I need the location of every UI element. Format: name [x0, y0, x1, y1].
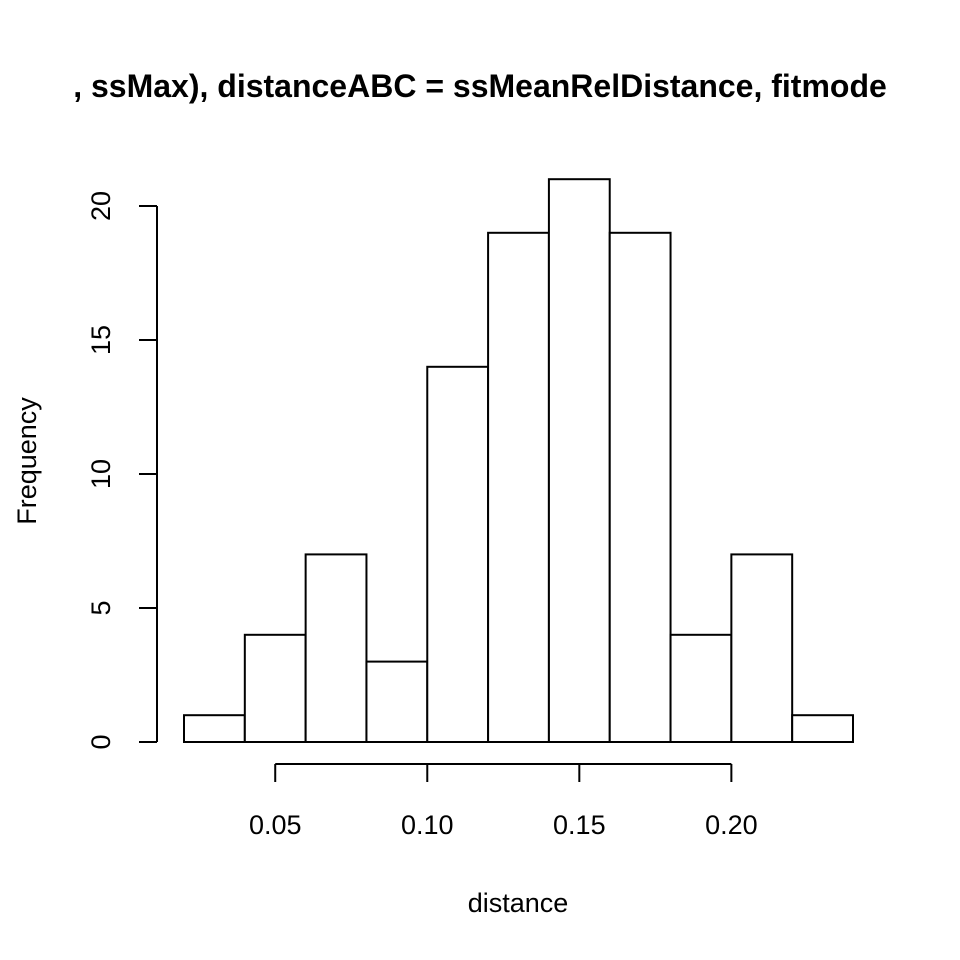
x-tick-label-0: 0.05 [249, 810, 302, 840]
x-tick-label-1: 0.10 [401, 810, 454, 840]
histogram-bar-6 [547, 178, 611, 743]
histogram-bar-1 [243, 633, 307, 743]
y-tick-label-2: 10 [86, 459, 116, 489]
histogram-bar-5 [487, 231, 550, 744]
y-axis-label: Frequency [12, 397, 42, 525]
histogram-bar-2 [304, 553, 368, 744]
y-axis: 0 5 10 15 20 [86, 191, 158, 750]
x-axis: 0.05 0.10 0.15 0.20 [249, 763, 758, 840]
x-tick-label-3: 0.20 [705, 810, 758, 840]
histogram-bar-9 [730, 553, 794, 744]
chart-title: , ssMax), distanceABC = ssMeanRelDistanc… [73, 68, 887, 104]
y-tick-label-3: 15 [86, 325, 116, 355]
histogram-bar-8 [669, 633, 733, 743]
histogram-bar-0 [183, 714, 246, 744]
y-tick-label-0: 0 [86, 734, 116, 749]
histogram-bar-7 [608, 231, 672, 744]
histogram-bar-10 [791, 714, 855, 744]
y-tick-label-1: 5 [86, 600, 116, 615]
x-tick-label-2: 0.15 [553, 810, 606, 840]
histogram-bar-4 [426, 365, 490, 743]
histogram-bars [183, 178, 855, 744]
y-tick-label-4: 20 [86, 191, 116, 221]
x-axis-label: distance [468, 888, 569, 918]
histogram-bar-3 [365, 660, 429, 743]
